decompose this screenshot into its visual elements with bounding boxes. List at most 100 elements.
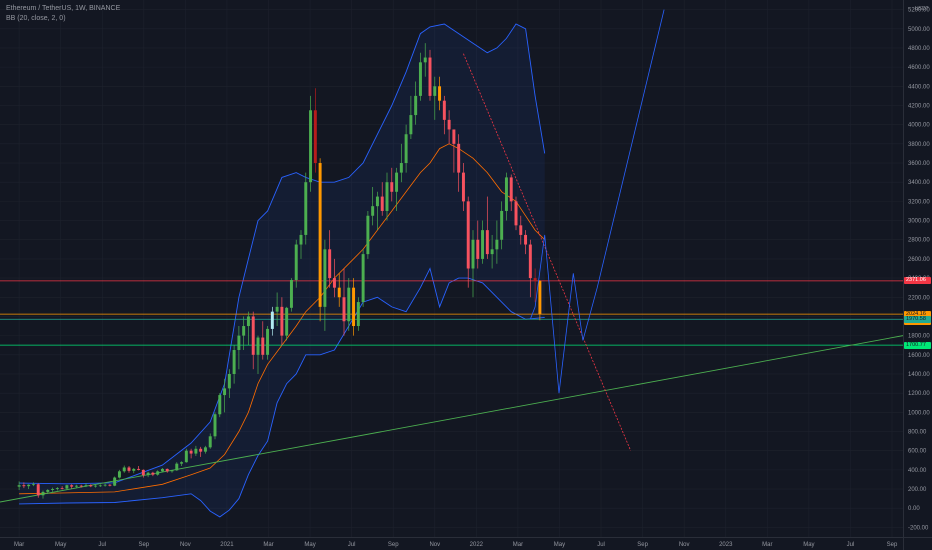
candle-body	[332, 278, 336, 288]
candle-body	[41, 491, 45, 496]
y-tick-label: 4000.00	[908, 123, 930, 129]
candle-body	[414, 95, 418, 116]
candle-body	[60, 488, 64, 489]
chart-legend: Ethereum / TetherUS, 1W, BINANCE BB (20,…	[6, 4, 120, 24]
candle-body	[538, 280, 542, 315]
candle-body	[418, 62, 422, 96]
symbol-title[interactable]: Ethereum / TetherUS, 1W, BINANCE	[6, 5, 121, 12]
candle-body	[108, 484, 112, 486]
candle-body	[84, 485, 88, 487]
candle-body	[519, 225, 523, 235]
x-tick-label: May	[304, 542, 315, 548]
x-tick-label: Sep	[388, 542, 399, 548]
x-tick-label: May	[55, 542, 66, 548]
candle-body	[175, 463, 179, 471]
candle-body	[495, 239, 499, 250]
price-badge-label: 2371.06	[906, 277, 926, 284]
candle-body	[160, 468, 164, 472]
candle-body	[184, 450, 188, 463]
candle-body	[466, 201, 470, 269]
candle-body	[313, 110, 317, 164]
price-badge-label: 1970.58	[906, 315, 926, 322]
horizontal-levels	[0, 280, 903, 346]
y-tick-label: 1000.00	[908, 410, 930, 416]
candle-body	[361, 254, 365, 303]
y-tick-label: 3000.00	[908, 219, 930, 225]
candle-body	[524, 234, 528, 245]
x-tick-label: 2022	[470, 542, 484, 548]
candle-body	[280, 306, 284, 336]
price-badge[interactable]: 1700.77	[904, 341, 931, 349]
candle-body	[208, 436, 212, 448]
projection-path	[529, 9, 665, 394]
candle-body	[500, 210, 504, 240]
candle-body	[423, 57, 427, 63]
candle-body	[199, 448, 203, 452]
candle-body	[165, 468, 169, 472]
resistance-trend-line	[463, 53, 632, 451]
candle-body	[218, 395, 222, 415]
trend-lines	[0, 53, 904, 503]
x-tick-label: 2021	[220, 542, 234, 548]
candle-body	[309, 110, 313, 183]
time-axis[interactable]: Mar May Jul Sep Nov 2021 Mar May Jul Sep Nov 2022 Ma…	[0, 537, 932, 549]
x-tick-label: Sep	[138, 542, 149, 548]
candle-body	[246, 316, 250, 327]
y-tick-label: 3200.00	[908, 199, 930, 205]
candle-body	[471, 239, 475, 269]
candle-body	[113, 477, 117, 486]
y-tick-label: 3400.00	[908, 180, 930, 186]
axis-currency-label: USDT	[915, 6, 929, 12]
bb-basis-line	[19, 143, 545, 495]
candle-body	[266, 328, 270, 355]
bb-fill	[19, 24, 545, 517]
candle-body	[457, 143, 461, 173]
y-tick-label: -200.00	[908, 525, 929, 531]
candle-body	[318, 163, 322, 307]
y-tick-label: 5000.00	[908, 27, 930, 33]
y-tick-label: 4200.00	[908, 103, 930, 109]
candle-body	[328, 249, 332, 279]
x-tick-label: Nov	[679, 542, 690, 548]
candle-body	[476, 239, 480, 259]
candle-body	[141, 469, 145, 476]
price-badge[interactable]: 2371.06	[904, 277, 931, 285]
y-tick-label: 2200.00	[908, 295, 930, 301]
support-trend-line	[0, 335, 904, 503]
candle-body	[356, 302, 360, 327]
price-badge-label: 2024.16	[906, 310, 926, 317]
candle-body	[194, 448, 198, 454]
candle-body	[65, 485, 69, 489]
candle-body	[151, 472, 155, 475]
candle-body	[528, 244, 532, 279]
candle-body	[223, 388, 227, 396]
price-axis[interactable]: -200.00 0.00 200.00 400.00 600.00 800.00 1000.…	[903, 0, 932, 550]
x-tick-label: Mar	[263, 542, 273, 548]
x-tick-label: May	[803, 542, 814, 548]
candle-body	[385, 182, 389, 211]
x-tick-label: Mar	[14, 542, 24, 548]
x-tick-label: Mar	[513, 542, 523, 548]
projection-line	[529, 9, 665, 394]
bb-upper-line	[19, 23, 546, 485]
candle-body	[51, 489, 55, 491]
x-tick-label: Sep	[887, 542, 898, 548]
candle-body	[27, 484, 31, 487]
candle-body	[251, 316, 255, 355]
candle-body	[490, 249, 494, 255]
candle-body	[409, 115, 413, 135]
candle-body	[89, 485, 93, 487]
y-tick-label: 3800.00	[908, 142, 930, 148]
candle-body	[261, 337, 265, 355]
candle-body	[404, 134, 408, 164]
x-tick-label: Jul	[597, 542, 605, 548]
indicator-title[interactable]: BB (20, close, 2, 0)	[6, 15, 66, 22]
y-tick-label: 1800.00	[908, 334, 930, 340]
price-badge[interactable]: 1970.58	[904, 315, 931, 323]
y-tick-label: 200.00	[908, 487, 927, 493]
y-tick-label: 4400.00	[908, 84, 930, 90]
candle-body	[461, 172, 465, 202]
grid-lines	[0, 0, 903, 537]
candle-body	[94, 485, 98, 487]
